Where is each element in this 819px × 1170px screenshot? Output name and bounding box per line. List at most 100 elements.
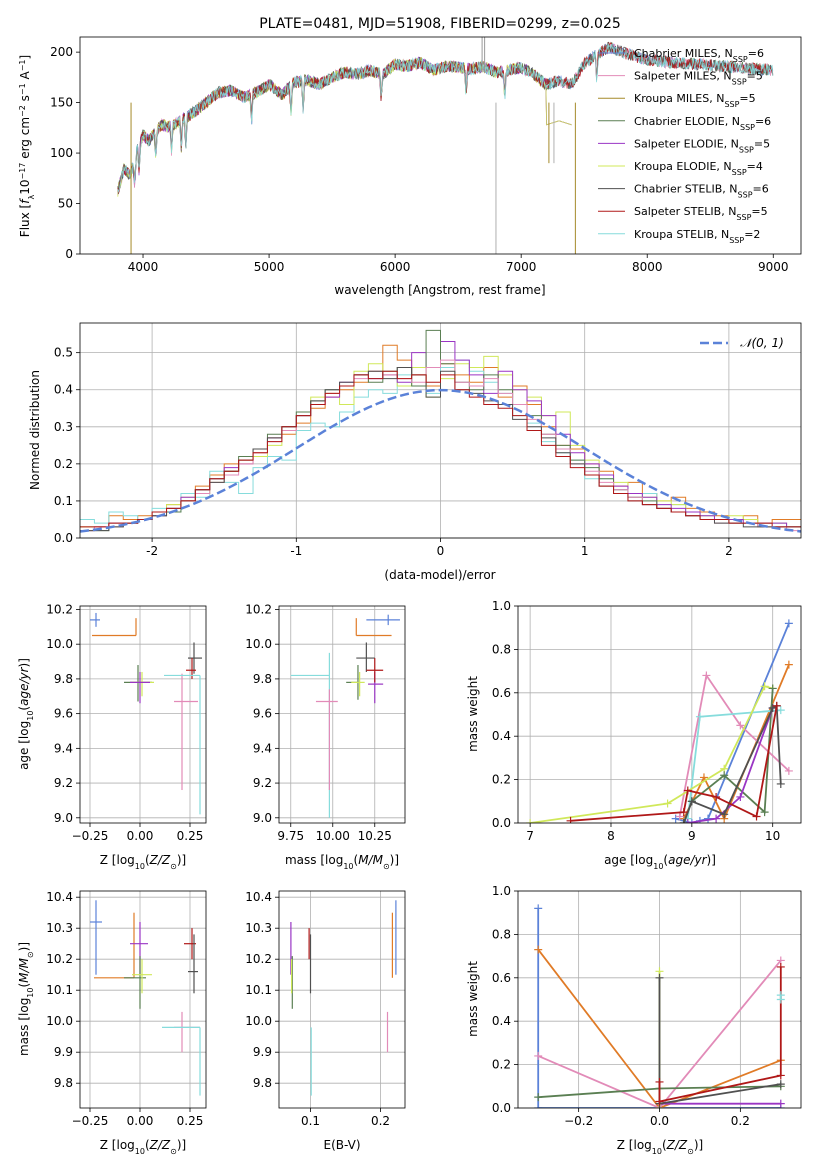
mass-vs-z-ytick-label: 9.9 — [54, 1045, 73, 1059]
mass-weight-vs-z-xtick-label: 0.0 — [650, 1114, 669, 1128]
mass-weight-vs-z-marker — [534, 1104, 543, 1108]
age-vs-mass-ytick-label: 9.4 — [253, 741, 272, 755]
residuals-legend-label: 𝒩(0, 1) — [740, 336, 784, 350]
age-vs-mass: 9.75 10.00 10.25 9.0 9.2 9.4 9.6 9.8 10.0 10.2 — [245, 602, 406, 843]
mass-weight-vs-age-marker — [566, 816, 575, 823]
mass-weight-vs-z-ytick-label: 0.8 — [492, 927, 511, 941]
mass-weight-vs-age-marker — [768, 684, 777, 693]
mass-weight-vs-z: −0.2 0.0 0.2 0.0 0.2 0.4 0.6 0.8 1.0 — [492, 884, 802, 1128]
age-vs-z-xtick-label: −0.25 — [72, 829, 109, 843]
mass-weight-vs-age-marker — [679, 808, 688, 817]
mass-vs-z-frame — [79, 890, 207, 1109]
mass-weight-vs-age-marker — [784, 660, 793, 669]
spectrum-line-kroupa_stelib — [117, 42, 774, 194]
mass-weight-vs-age-line-salpeter_miles — [678, 673, 790, 817]
mass-weight-vs-z-marker — [776, 962, 785, 971]
mass-weight-vs-z-ytick-label: 0.6 — [492, 971, 511, 985]
mass-vs-z-ytick-label: 10.1 — [46, 983, 73, 997]
residuals-axes-ytick-label: 0.4 — [54, 383, 73, 397]
normal-curve — [80, 388, 801, 533]
mass-weight-vs-z-marker — [655, 1077, 664, 1086]
mass-weight-vs-age-frame — [517, 605, 802, 824]
mass-weight-vs-z-ylabel: mass weight — [466, 961, 480, 1037]
mass-weight-vs-age-line-chabrier_stelib — [682, 704, 782, 823]
mass-weight-vs-z-xlabel: Z [log10(Z/Z⊙)] — [617, 1138, 703, 1156]
mass-weight-vs-age: 7 8 9 10 0.0 0.2 0.4 0.6 0.8 1.0 — [492, 599, 802, 843]
mass-weight-vs-age-xtick-label: 10 — [765, 829, 780, 843]
mass-weight-vs-age-line-kroupa_elodie — [529, 685, 773, 823]
mass-vs-ebv-ytick-label: 10.3 — [245, 921, 272, 935]
spectrum-axes-xtick-label: 9000 — [758, 260, 789, 274]
mass-weight-vs-age-xtick-label: 9 — [688, 829, 696, 843]
mass-vs-ebv-xtick-label: 0.2 — [371, 1114, 390, 1128]
mass-weight-vs-age-marker — [699, 773, 708, 782]
residuals-ylabel: Normed distribution — [28, 370, 42, 490]
age-vs-z-xtick-label: 0.25 — [177, 829, 204, 843]
mass-vs-ebv-xlabel: E(B-V) — [323, 1138, 360, 1152]
age-vs-mass-ytick-label: 9.8 — [253, 672, 272, 686]
spectrum-axes-xtick-label: 5000 — [254, 260, 285, 274]
mass-weight-vs-age-ytick-label: 0.0 — [492, 816, 511, 830]
mass-weight-vs-z-line-orange — [537, 949, 782, 1108]
mass-vs-z-ytick-label: 10.2 — [46, 952, 73, 966]
mass-weight-vs-z-marker — [534, 945, 543, 954]
mass-vs-ebv-frame — [278, 890, 406, 1109]
age-vs-mass-ytick-label: 9.6 — [253, 707, 272, 721]
spectrum-axes-ytick-label: 100 — [50, 146, 73, 160]
mass-weight-vs-z-line-chabrier_miles — [537, 908, 781, 1108]
mass-weight-vs-age-line-salpeter_elodie — [687, 707, 774, 823]
mass-vs-z-xtick-label: −0.25 — [72, 1114, 109, 1128]
mass-vs-ebv-ytick-label: 9.9 — [253, 1045, 272, 1059]
age-vs-mass-xlabel: mass [log10(M/M⊙)] — [285, 853, 399, 871]
mass-weight-vs-age-xtick-label: 8 — [607, 829, 615, 843]
mass-weight-vs-age-marker — [671, 814, 680, 823]
spectrum-legend-label: Chabrier STELIB, NSSP=6 — [634, 183, 769, 200]
mass-vs-z-ytick-label: 10.4 — [46, 890, 73, 904]
mass-weight-vs-z-marker — [534, 904, 543, 913]
residuals-axes-xtick-label: -1 — [290, 544, 302, 558]
residuals-axes-xtick-label: 1 — [581, 544, 589, 558]
mass-vs-ebv-ytick-label: 10.1 — [245, 983, 272, 997]
spectrum-axes-ytick-label: 200 — [50, 45, 73, 59]
mass-vs-z-ytick-label: 9.8 — [54, 1076, 73, 1090]
spectrum-axes-plot-area — [117, 37, 774, 254]
mass-weight-vs-z-marker — [534, 1051, 543, 1060]
mass-weight-vs-age-marker — [776, 706, 785, 715]
mass-weight-vs-age-marker — [772, 701, 781, 710]
mass-weight-vs-z-marker — [655, 973, 664, 982]
mass-vs-z-plot-area — [90, 900, 201, 1096]
age-vs-mass-ytick-label: 9.0 — [253, 811, 272, 825]
age-vs-z-ytick-label: 9.2 — [54, 776, 73, 790]
age-vs-z-ytick-label: 9.8 — [54, 672, 73, 686]
mass-vs-z: −0.25 0.00 0.25 9.8 9.9 10.0 10.1 10.2 10.3 10.4 — [46, 890, 207, 1128]
mass-weight-vs-age-marker — [776, 779, 785, 788]
age-vs-mass-xtick-label: 10.25 — [358, 829, 392, 843]
spectrum-legend-label: Kroupa ELODIE, NSSP=4 — [634, 160, 763, 177]
spectrum-frame — [79, 36, 802, 255]
mass-vs-ebv-ytick-label: 9.8 — [253, 1076, 272, 1090]
residuals-xlabel: (data-model)/error — [384, 568, 495, 582]
age-vs-z-ylabel: age [log10(age/yr)] — [17, 658, 35, 770]
mass-weight-vs-age-marker — [736, 721, 745, 730]
residuals-axes: -2 -1 0 1 2 0.0 0.1 0.2 0.3 0.4 0.5 𝒩(0, 1) — [54, 322, 802, 558]
mass-weight-vs-age-marker — [720, 810, 729, 819]
mass-weight-vs-age-marker — [687, 819, 696, 823]
mass-vs-ebv-xtick-label: 0.1 — [301, 1114, 320, 1128]
mass-weight-vs-z-marker — [776, 1071, 785, 1080]
age-vs-mass-ytick-label: 10.2 — [245, 602, 272, 616]
mass-weight-vs-age-marker — [675, 812, 684, 821]
mass-weight-vs-z-xtick-label: −0.2 — [564, 1114, 593, 1128]
age-vs-mass-xtick-label: 10.00 — [316, 829, 350, 843]
mass-weight-vs-z-ytick-label: 0.2 — [492, 1058, 511, 1072]
age-vs-z-ytick-label: 10.0 — [46, 637, 73, 651]
mass-weight-vs-age-marker — [526, 819, 535, 823]
mass-weight-vs-age-marker — [712, 792, 721, 801]
mass-weight-vs-z-marker — [776, 1080, 785, 1089]
age-vs-z-xlabel: Z [log10(Z/Z⊙)] — [100, 853, 186, 871]
age-vs-z: −0.25 0.00 0.25 9.0 9.2 9.4 9.6 9.8 10.0 10.2 — [46, 602, 207, 843]
age-vs-z-ytick-label: 9.0 — [54, 811, 73, 825]
age-vs-z-ytick-label: 10.2 — [46, 602, 73, 616]
mass-weight-vs-age-marker — [695, 712, 704, 721]
mass-weight-vs-age-marker — [736, 792, 745, 801]
